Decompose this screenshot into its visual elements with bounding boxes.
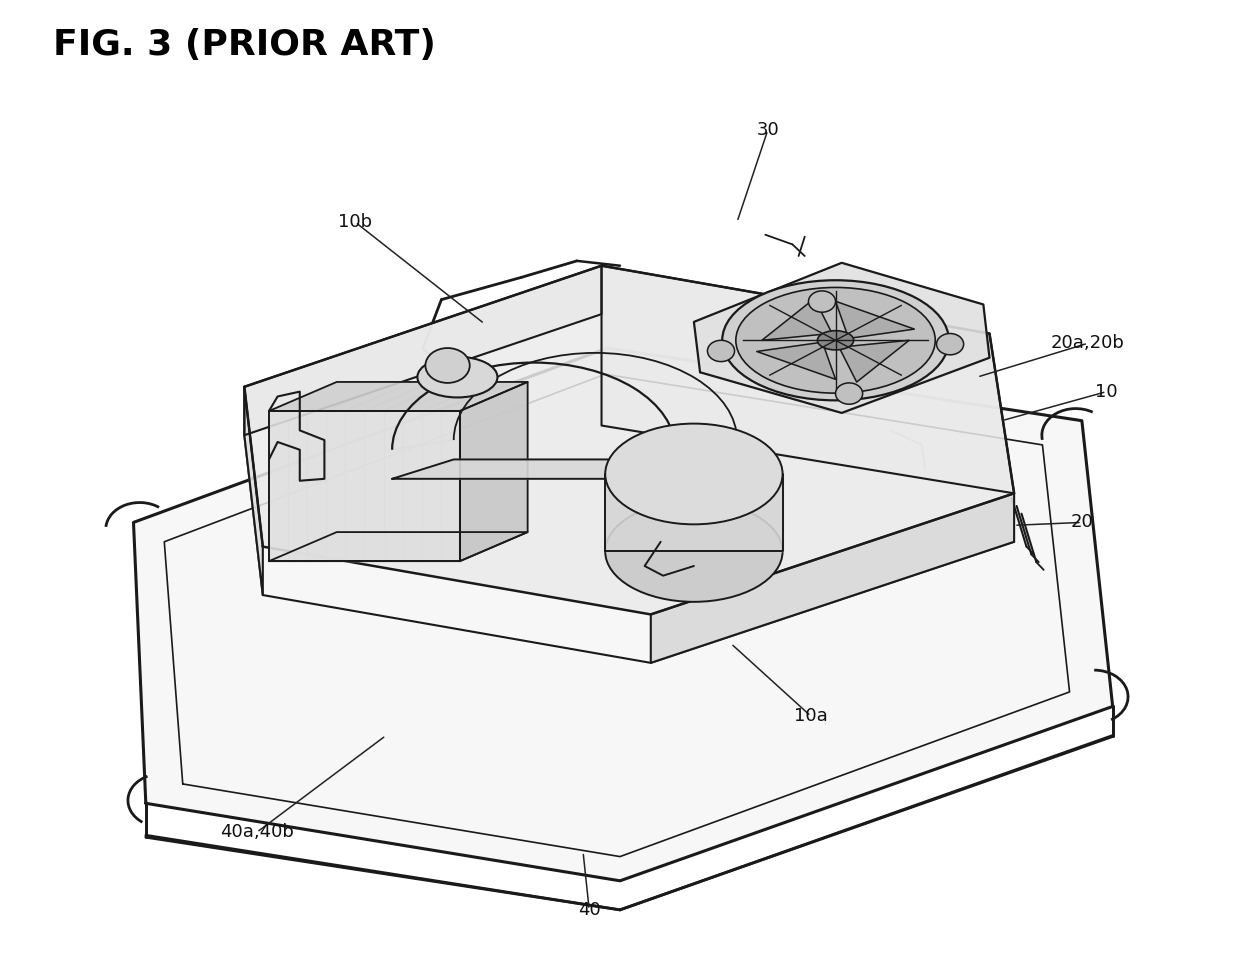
Polygon shape xyxy=(694,263,990,413)
Text: 40: 40 xyxy=(578,901,600,919)
Polygon shape xyxy=(269,532,528,561)
Text: 40a,40b: 40a,40b xyxy=(219,824,294,841)
Circle shape xyxy=(936,333,963,355)
Circle shape xyxy=(836,383,863,404)
Ellipse shape xyxy=(605,501,782,602)
Polygon shape xyxy=(244,266,1014,615)
Polygon shape xyxy=(761,299,832,340)
Polygon shape xyxy=(134,348,1112,881)
Circle shape xyxy=(808,291,836,313)
Polygon shape xyxy=(836,301,914,338)
Text: 10a: 10a xyxy=(794,707,828,725)
Text: 10b: 10b xyxy=(339,213,372,232)
Polygon shape xyxy=(269,382,528,411)
Text: 10: 10 xyxy=(1095,383,1117,401)
Text: FIG. 3 (PRIOR ART): FIG. 3 (PRIOR ART) xyxy=(53,28,436,63)
Polygon shape xyxy=(269,411,460,561)
Polygon shape xyxy=(601,266,1014,493)
Circle shape xyxy=(708,340,734,361)
Polygon shape xyxy=(605,474,782,551)
Text: 30: 30 xyxy=(756,121,779,139)
Ellipse shape xyxy=(735,287,935,393)
Ellipse shape xyxy=(605,424,782,525)
Polygon shape xyxy=(392,459,737,479)
Polygon shape xyxy=(244,387,263,595)
Polygon shape xyxy=(756,342,836,379)
Polygon shape xyxy=(651,493,1014,662)
Polygon shape xyxy=(244,266,601,435)
Polygon shape xyxy=(460,382,528,561)
Ellipse shape xyxy=(418,357,497,398)
Text: 20: 20 xyxy=(1070,513,1094,531)
Polygon shape xyxy=(839,340,909,382)
Circle shape xyxy=(425,348,470,383)
Ellipse shape xyxy=(722,280,949,401)
Ellipse shape xyxy=(817,330,853,350)
Text: 20a,20b: 20a,20b xyxy=(1052,334,1125,352)
